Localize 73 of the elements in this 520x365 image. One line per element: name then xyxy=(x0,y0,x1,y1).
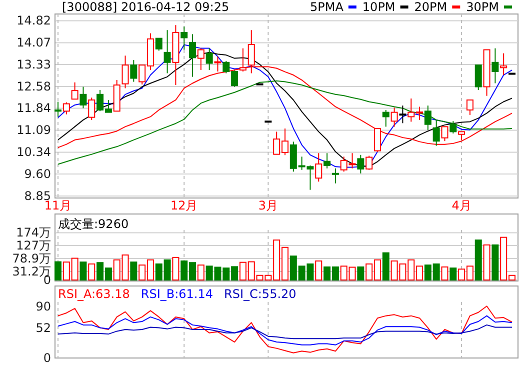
line-series xyxy=(58,315,512,346)
candlestick xyxy=(466,99,474,116)
bar xyxy=(130,262,138,280)
line-series xyxy=(58,324,512,340)
bar xyxy=(441,266,448,280)
bar xyxy=(450,268,457,280)
series-label: RSI_A:63.18 xyxy=(58,287,130,301)
y-tick-label: 13.33 xyxy=(16,57,51,72)
candlestick xyxy=(366,155,373,170)
bar xyxy=(54,261,62,280)
candlestick xyxy=(432,119,440,146)
bar xyxy=(382,252,390,280)
candlestick xyxy=(80,86,87,109)
x-tick-label: 12月 xyxy=(170,198,198,213)
series-label: RSI_B:61.14 xyxy=(140,287,214,301)
candlestick xyxy=(164,30,171,74)
candlestick xyxy=(390,107,398,128)
y-tick-label: 14.07 xyxy=(16,36,51,50)
y-tick-label: 10.34 xyxy=(16,145,51,160)
bar xyxy=(88,263,96,280)
legend-label: 10PM xyxy=(362,0,396,14)
bar xyxy=(80,262,87,280)
chart-title: [300088] 2016-04-12 09:25 xyxy=(62,0,230,14)
y-tick-label: 174万 xyxy=(16,226,51,240)
bar xyxy=(197,264,204,280)
candlestick xyxy=(474,64,482,90)
candlestick xyxy=(450,120,457,134)
line-series xyxy=(58,80,512,165)
candlestick xyxy=(424,105,432,130)
y-tick-label: 11.84 xyxy=(16,101,51,116)
text: RSI_C:55.20 xyxy=(224,287,296,301)
candlestick xyxy=(399,105,406,124)
candlestick xyxy=(315,152,322,182)
y-tick-label: 31.2万 xyxy=(12,264,51,278)
candlestick xyxy=(155,38,162,52)
x-tick-label: 3月 xyxy=(258,198,278,213)
bar xyxy=(483,244,490,280)
bar xyxy=(474,240,482,280)
candlestick xyxy=(332,168,339,184)
y-tick-label: 12.58 xyxy=(16,79,51,94)
y-tick-label: 52 xyxy=(36,321,51,336)
y-tick-label: 14.82 xyxy=(16,14,51,28)
line-series xyxy=(58,306,512,354)
candlestick xyxy=(122,55,129,89)
bar xyxy=(315,260,322,280)
candlestick xyxy=(180,26,188,50)
candlestick xyxy=(357,154,364,174)
bar xyxy=(357,266,364,280)
candlestick xyxy=(382,109,390,128)
candlestick xyxy=(492,48,499,84)
y-tick-label: 78.9万 xyxy=(12,251,51,266)
bar xyxy=(172,256,180,280)
y-tick-label: 90 xyxy=(36,300,51,314)
candlestick xyxy=(189,34,196,78)
legend-label: 20PM xyxy=(414,0,448,14)
legend-label: 5PMA xyxy=(310,0,344,14)
chart-title: 成交量:9260 xyxy=(58,217,129,231)
candlestick xyxy=(88,97,96,120)
candlestick xyxy=(206,48,213,71)
y-tick-label: 127万 xyxy=(16,238,51,252)
candlestick xyxy=(441,126,448,142)
candlestick xyxy=(500,52,508,76)
y-tick-label: 11.09 xyxy=(16,123,51,138)
candlestick xyxy=(130,60,138,82)
y-tick-label: 9.60 xyxy=(24,166,51,181)
candlestick xyxy=(62,102,70,115)
legend-label: 30PM xyxy=(466,0,499,14)
bar xyxy=(492,244,499,280)
candlestick xyxy=(71,82,78,100)
candlestick xyxy=(197,48,204,71)
x-tick-label: 4月 xyxy=(452,198,472,213)
candlestick xyxy=(324,152,331,169)
y-tick-label: 0 xyxy=(43,350,51,365)
